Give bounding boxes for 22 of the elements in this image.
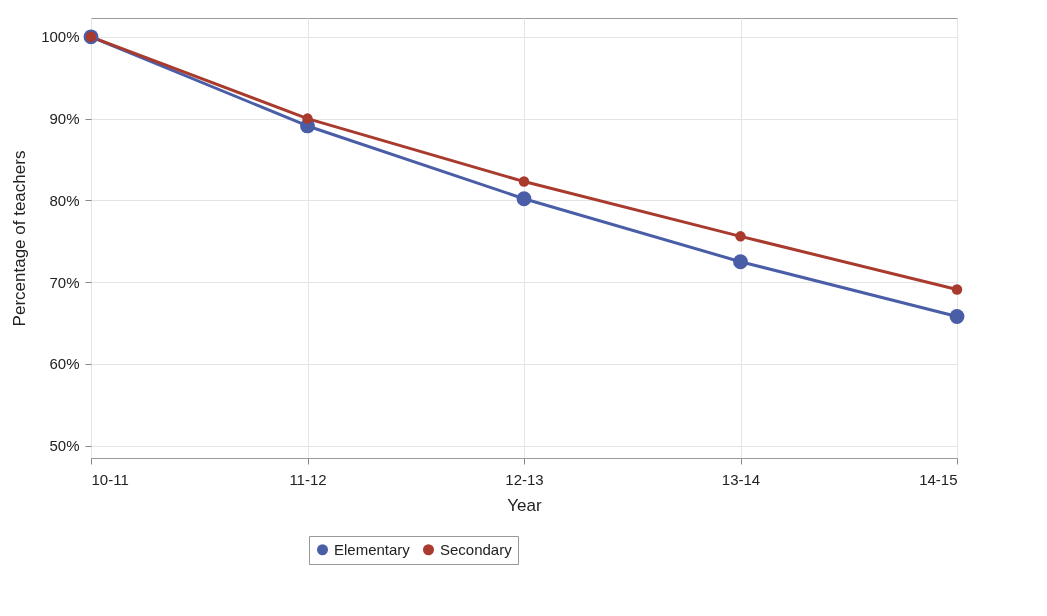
y-tick-label: 60%: [49, 355, 80, 373]
point: [951, 284, 963, 295]
point: [735, 231, 746, 242]
y-tick-label: 100%: [41, 28, 80, 46]
y-tick-label: 80%: [49, 191, 80, 209]
x-tick-label: 11-12: [289, 470, 327, 488]
y-tick-label: 90%: [49, 110, 80, 128]
y-tick-label: 70%: [49, 273, 80, 291]
y-axis-title: Percentage of teachers: [10, 150, 30, 327]
legend-label: Secondary: [440, 540, 513, 558]
y-tick-label: 50%: [49, 437, 80, 455]
x-axis-title: Year: [507, 495, 543, 515]
point: [733, 254, 748, 270]
x-tick-label: 13-14: [721, 470, 761, 488]
point: [516, 191, 532, 207]
point: [302, 113, 313, 124]
legend-label: Elementary: [334, 540, 411, 558]
x-tick-label: 10-11: [91, 470, 129, 488]
x-tick-label: 12-13: [505, 470, 544, 488]
x-tick-label: 14-15: [919, 470, 958, 488]
point: [949, 309, 965, 324]
point: [518, 176, 530, 187]
